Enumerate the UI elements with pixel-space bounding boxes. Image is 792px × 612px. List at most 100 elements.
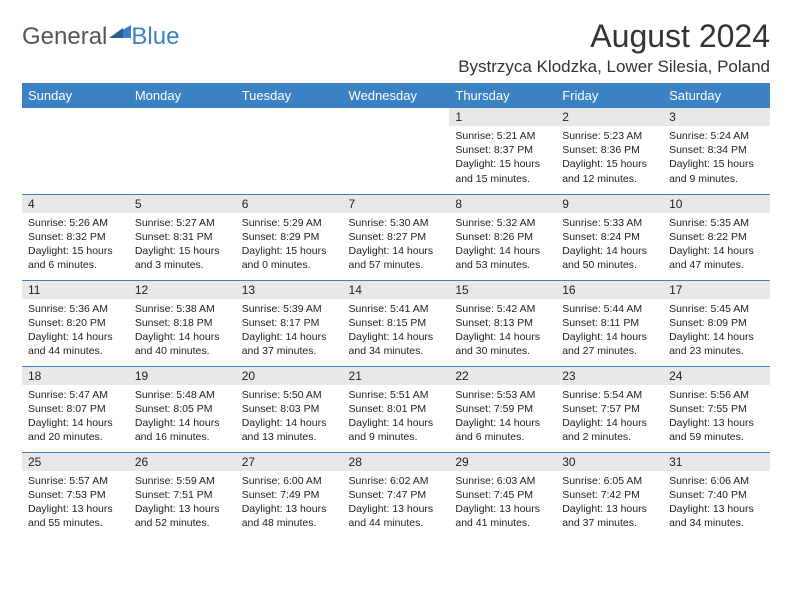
day-data: Sunrise: 5:21 AMSunset: 8:37 PMDaylight:… bbox=[449, 126, 556, 192]
calendar-cell: 8Sunrise: 5:32 AMSunset: 8:26 PMDaylight… bbox=[449, 194, 556, 280]
day-number: 15 bbox=[449, 281, 556, 299]
calendar-cell: 6Sunrise: 5:29 AMSunset: 8:29 PMDaylight… bbox=[236, 194, 343, 280]
calendar-cell: 16Sunrise: 5:44 AMSunset: 8:11 PMDayligh… bbox=[556, 280, 663, 366]
weekday-header: Wednesday bbox=[343, 83, 450, 108]
calendar-cell: 31Sunrise: 6:06 AMSunset: 7:40 PMDayligh… bbox=[663, 452, 770, 538]
day-number bbox=[343, 108, 450, 112]
calendar-cell: 23Sunrise: 5:54 AMSunset: 7:57 PMDayligh… bbox=[556, 366, 663, 452]
day-data: Sunrise: 5:33 AMSunset: 8:24 PMDaylight:… bbox=[556, 213, 663, 279]
day-number bbox=[129, 108, 236, 112]
day-data: Sunrise: 5:27 AMSunset: 8:31 PMDaylight:… bbox=[129, 213, 236, 279]
day-number: 16 bbox=[556, 281, 663, 299]
calendar-row: 18Sunrise: 5:47 AMSunset: 8:07 PMDayligh… bbox=[22, 366, 770, 452]
weekday-header: Monday bbox=[129, 83, 236, 108]
calendar-cell bbox=[129, 108, 236, 194]
calendar-cell bbox=[343, 108, 450, 194]
calendar-cell: 30Sunrise: 6:05 AMSunset: 7:42 PMDayligh… bbox=[556, 452, 663, 538]
day-data: Sunrise: 5:59 AMSunset: 7:51 PMDaylight:… bbox=[129, 471, 236, 537]
day-number: 10 bbox=[663, 195, 770, 213]
day-number: 14 bbox=[343, 281, 450, 299]
day-data: Sunrise: 5:48 AMSunset: 8:05 PMDaylight:… bbox=[129, 385, 236, 451]
calendar-cell: 1Sunrise: 5:21 AMSunset: 8:37 PMDaylight… bbox=[449, 108, 556, 194]
day-number: 25 bbox=[22, 453, 129, 471]
day-number: 31 bbox=[663, 453, 770, 471]
day-data: Sunrise: 5:32 AMSunset: 8:26 PMDaylight:… bbox=[449, 213, 556, 279]
calendar-cell: 29Sunrise: 6:03 AMSunset: 7:45 PMDayligh… bbox=[449, 452, 556, 538]
calendar-cell: 13Sunrise: 5:39 AMSunset: 8:17 PMDayligh… bbox=[236, 280, 343, 366]
logo-text-blue: Blue bbox=[131, 23, 179, 51]
day-data: Sunrise: 5:54 AMSunset: 7:57 PMDaylight:… bbox=[556, 385, 663, 451]
day-number: 27 bbox=[236, 453, 343, 471]
calendar-row: 25Sunrise: 5:57 AMSunset: 7:53 PMDayligh… bbox=[22, 452, 770, 538]
day-number: 26 bbox=[129, 453, 236, 471]
weekday-header: Sunday bbox=[22, 83, 129, 108]
day-number: 1 bbox=[449, 108, 556, 126]
calendar-cell: 9Sunrise: 5:33 AMSunset: 8:24 PMDaylight… bbox=[556, 194, 663, 280]
day-data: Sunrise: 6:03 AMSunset: 7:45 PMDaylight:… bbox=[449, 471, 556, 537]
day-data: Sunrise: 5:38 AMSunset: 8:18 PMDaylight:… bbox=[129, 299, 236, 365]
calendar-cell: 7Sunrise: 5:30 AMSunset: 8:27 PMDaylight… bbox=[343, 194, 450, 280]
day-number: 13 bbox=[236, 281, 343, 299]
day-number: 18 bbox=[22, 367, 129, 385]
day-data: Sunrise: 6:06 AMSunset: 7:40 PMDaylight:… bbox=[663, 471, 770, 537]
calendar-cell: 18Sunrise: 5:47 AMSunset: 8:07 PMDayligh… bbox=[22, 366, 129, 452]
day-data: Sunrise: 6:02 AMSunset: 7:47 PMDaylight:… bbox=[343, 471, 450, 537]
calendar-cell: 26Sunrise: 5:59 AMSunset: 7:51 PMDayligh… bbox=[129, 452, 236, 538]
day-number: 22 bbox=[449, 367, 556, 385]
day-number bbox=[236, 108, 343, 112]
logo-text-general: General bbox=[22, 23, 107, 51]
day-number: 9 bbox=[556, 195, 663, 213]
calendar-cell: 3Sunrise: 5:24 AMSunset: 8:34 PMDaylight… bbox=[663, 108, 770, 194]
day-number: 12 bbox=[129, 281, 236, 299]
logo: General Blue bbox=[22, 22, 179, 51]
day-number: 29 bbox=[449, 453, 556, 471]
day-number: 3 bbox=[663, 108, 770, 126]
day-data: Sunrise: 5:30 AMSunset: 8:27 PMDaylight:… bbox=[343, 213, 450, 279]
weekday-header: Saturday bbox=[663, 83, 770, 108]
day-data: Sunrise: 5:36 AMSunset: 8:20 PMDaylight:… bbox=[22, 299, 129, 365]
calendar-row: 11Sunrise: 5:36 AMSunset: 8:20 PMDayligh… bbox=[22, 280, 770, 366]
day-number: 21 bbox=[343, 367, 450, 385]
calendar-cell: 24Sunrise: 5:56 AMSunset: 7:55 PMDayligh… bbox=[663, 366, 770, 452]
calendar-cell: 15Sunrise: 5:42 AMSunset: 8:13 PMDayligh… bbox=[449, 280, 556, 366]
day-number: 20 bbox=[236, 367, 343, 385]
calendar-page: General Blue August 2024 Bystrzyca Klodz… bbox=[0, 0, 792, 548]
day-data: Sunrise: 5:57 AMSunset: 7:53 PMDaylight:… bbox=[22, 471, 129, 537]
day-number: 7 bbox=[343, 195, 450, 213]
calendar-cell: 27Sunrise: 6:00 AMSunset: 7:49 PMDayligh… bbox=[236, 452, 343, 538]
calendar-table: Sunday Monday Tuesday Wednesday Thursday… bbox=[22, 83, 770, 538]
day-number: 5 bbox=[129, 195, 236, 213]
day-data: Sunrise: 6:00 AMSunset: 7:49 PMDaylight:… bbox=[236, 471, 343, 537]
day-data: Sunrise: 5:42 AMSunset: 8:13 PMDaylight:… bbox=[449, 299, 556, 365]
calendar-cell: 4Sunrise: 5:26 AMSunset: 8:32 PMDaylight… bbox=[22, 194, 129, 280]
calendar-row: 4Sunrise: 5:26 AMSunset: 8:32 PMDaylight… bbox=[22, 194, 770, 280]
day-data: Sunrise: 5:45 AMSunset: 8:09 PMDaylight:… bbox=[663, 299, 770, 365]
calendar-cell: 22Sunrise: 5:53 AMSunset: 7:59 PMDayligh… bbox=[449, 366, 556, 452]
weekday-header: Tuesday bbox=[236, 83, 343, 108]
day-number: 4 bbox=[22, 195, 129, 213]
calendar-cell bbox=[22, 108, 129, 194]
day-number: 6 bbox=[236, 195, 343, 213]
day-data: Sunrise: 5:47 AMSunset: 8:07 PMDaylight:… bbox=[22, 385, 129, 451]
day-data: Sunrise: 6:05 AMSunset: 7:42 PMDaylight:… bbox=[556, 471, 663, 537]
day-data: Sunrise: 5:24 AMSunset: 8:34 PMDaylight:… bbox=[663, 126, 770, 192]
day-number: 17 bbox=[663, 281, 770, 299]
calendar-cell: 21Sunrise: 5:51 AMSunset: 8:01 PMDayligh… bbox=[343, 366, 450, 452]
day-number: 23 bbox=[556, 367, 663, 385]
calendar-cell bbox=[236, 108, 343, 194]
day-number: 19 bbox=[129, 367, 236, 385]
calendar-cell: 25Sunrise: 5:57 AMSunset: 7:53 PMDayligh… bbox=[22, 452, 129, 538]
calendar-cell: 2Sunrise: 5:23 AMSunset: 8:36 PMDaylight… bbox=[556, 108, 663, 194]
calendar-cell: 28Sunrise: 6:02 AMSunset: 7:47 PMDayligh… bbox=[343, 452, 450, 538]
weekday-header-row: Sunday Monday Tuesday Wednesday Thursday… bbox=[22, 83, 770, 108]
day-number: 11 bbox=[22, 281, 129, 299]
day-data: Sunrise: 5:29 AMSunset: 8:29 PMDaylight:… bbox=[236, 213, 343, 279]
weekday-header: Friday bbox=[556, 83, 663, 108]
logo-triangle-icon bbox=[109, 22, 131, 43]
calendar-cell: 12Sunrise: 5:38 AMSunset: 8:18 PMDayligh… bbox=[129, 280, 236, 366]
calendar-cell: 10Sunrise: 5:35 AMSunset: 8:22 PMDayligh… bbox=[663, 194, 770, 280]
day-number: 8 bbox=[449, 195, 556, 213]
calendar-cell: 17Sunrise: 5:45 AMSunset: 8:09 PMDayligh… bbox=[663, 280, 770, 366]
day-data: Sunrise: 5:41 AMSunset: 8:15 PMDaylight:… bbox=[343, 299, 450, 365]
day-data: Sunrise: 5:50 AMSunset: 8:03 PMDaylight:… bbox=[236, 385, 343, 451]
